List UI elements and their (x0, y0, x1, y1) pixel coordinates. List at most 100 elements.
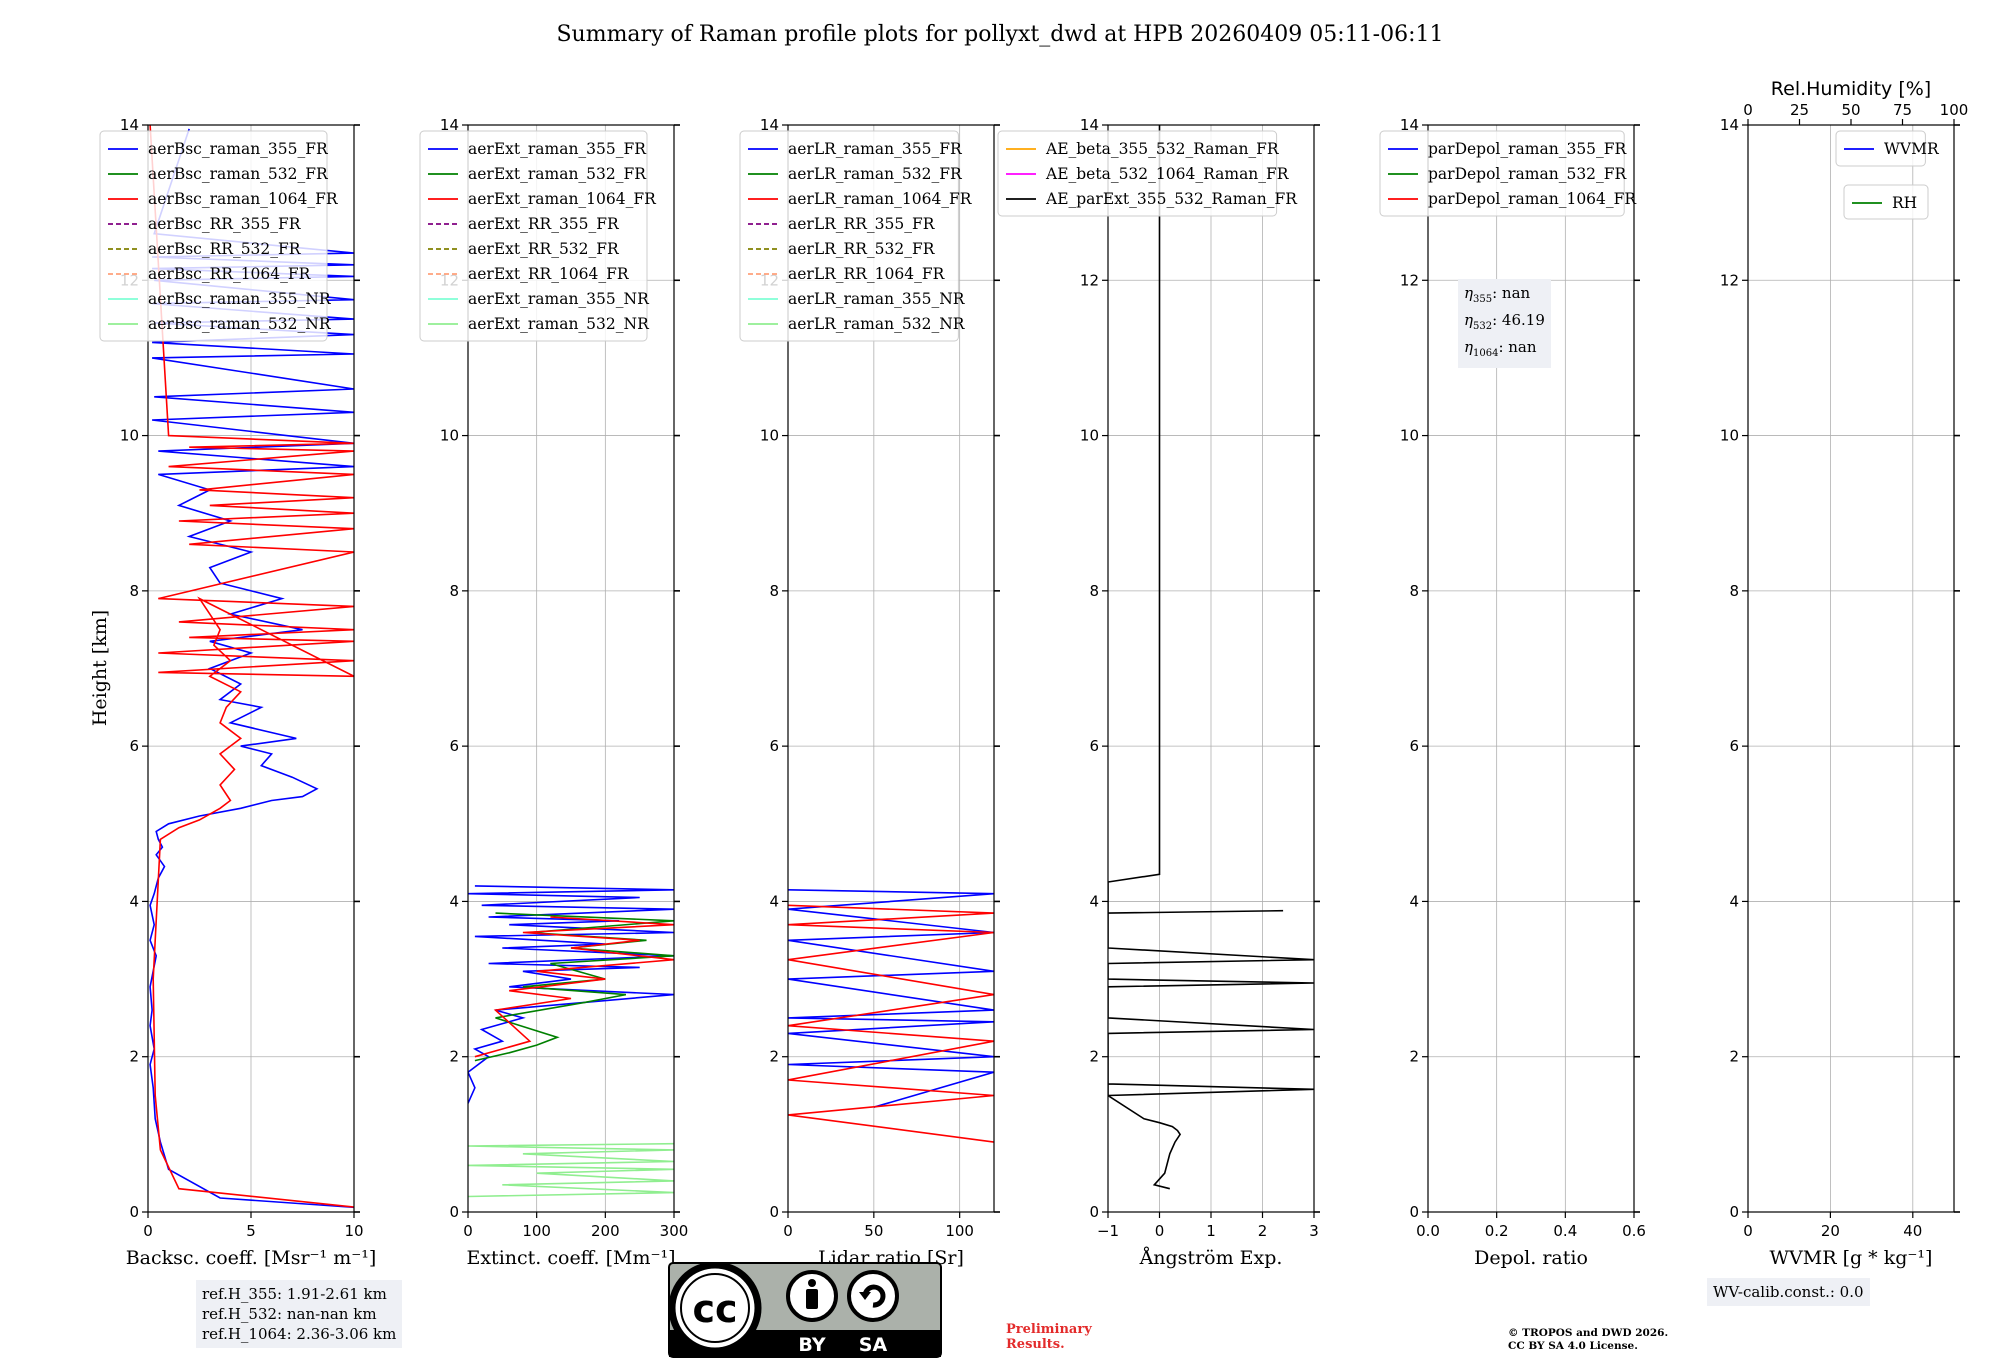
y-tick-label: 4 (129, 892, 139, 910)
legend-frame (1379, 130, 1625, 217)
y-tick-label: 8 (1729, 582, 1739, 600)
axes-frame (787, 124, 995, 1213)
y-tick-label: 14 (1080, 116, 1099, 134)
legend-label: parDepol_raman_1064_FR (1428, 190, 1637, 208)
legend-label: aerBsc_raman_532_FR (148, 165, 329, 183)
y-tick-label: 2 (129, 1048, 139, 1066)
y-tick-label: 10 (120, 427, 139, 445)
y-tick-label: 8 (769, 582, 779, 600)
x-tick-label: −1 (1097, 1222, 1119, 1240)
legend-label: RH (1892, 194, 1917, 212)
legend-label: aerLR_raman_355_NR (788, 290, 966, 308)
x-tick-label: 100 (522, 1222, 551, 1240)
y-tick-label: 12 (1080, 271, 1099, 289)
y-tick-label: 6 (1729, 737, 1739, 755)
top-tick-label: 75 (1893, 101, 1912, 119)
y-tick-label: 10 (1400, 427, 1419, 445)
y-tick-label: 0 (129, 1203, 139, 1221)
legend-label: parDepol_raman_532_FR (1428, 165, 1628, 183)
cc-by-text: BY (798, 1334, 825, 1356)
legend-label: aerExt_raman_532_NR (468, 315, 650, 333)
y-tick-label: 10 (440, 427, 459, 445)
share-alike-icon (847, 1270, 899, 1322)
x-tick-label: 1 (1206, 1222, 1216, 1240)
legend-frame (739, 130, 959, 342)
x-tick-label: 40 (1903, 1222, 1922, 1240)
y-tick-label: 6 (129, 737, 139, 755)
top-tick-label: 50 (1841, 101, 1860, 119)
preliminary-line-1: Preliminary (1006, 1322, 1092, 1337)
legend-label: aerBsc_RR_1064_FR (148, 265, 312, 283)
x-tick-label: 0 (143, 1222, 153, 1240)
wv-calib-box: WV-calib.const.: 0.0 (1707, 1278, 1870, 1306)
axes-frame (467, 124, 675, 1213)
ref-height-355: ref.H_355: 1.91-2.61 km (202, 1285, 387, 1303)
legend: WVMR (1835, 130, 1940, 167)
y-tick-label: 0 (1089, 1203, 1099, 1221)
series-aerBsc_raman_1064_FR (149, 125, 354, 1208)
y-tick-label: 6 (769, 737, 779, 755)
x-axis-label: WVMR [g * kg⁻¹] (1770, 1247, 1933, 1269)
legend-label: aerBsc_raman_532_NR (148, 315, 332, 333)
y-tick-label: 0 (449, 1203, 459, 1221)
series-AE_parExt_355_532_Raman_FR (1108, 125, 1314, 1190)
x-tick-label: 0 (783, 1222, 793, 1240)
data-series-group (1108, 125, 1314, 1190)
x-axis-label: Backsc. coeff. [Msr⁻¹ m⁻¹] (126, 1247, 377, 1269)
y-tick-label: 2 (449, 1048, 459, 1066)
legend-label: aerBsc_raman_355_FR (148, 140, 329, 158)
y-tick-label: 10 (1720, 427, 1739, 445)
legend-label: aerBsc_raman_355_NR (148, 290, 332, 308)
y-tick-label: 10 (1080, 427, 1099, 445)
x-axis-label: Ångström Exp. (1139, 1247, 1283, 1269)
y-tick-label: 8 (1409, 582, 1419, 600)
y-tick-label: 14 (120, 116, 139, 134)
x-tick-label: 100 (945, 1222, 974, 1240)
legend: parDepol_raman_355_FR parDepol_raman_532_… (1379, 130, 1637, 217)
legend: aerBsc_raman_355_FR aerBsc_raman_532_FRae… (99, 130, 339, 342)
axes-frame (1747, 124, 1955, 1213)
legend-frame (1843, 184, 1929, 220)
y-tick-label: 14 (440, 116, 459, 134)
panel-5: 0 2 4 6 8 10 12 14 0.0 0.2 0.4 0.6 Depol. ratio parDe… (1379, 116, 1646, 1269)
legend-label: aerLR_raman_1064_FR (788, 190, 973, 208)
y-tick-label: 14 (760, 116, 779, 134)
x-tick-label: 0 (1155, 1222, 1165, 1240)
y-tick-label: 4 (1729, 892, 1739, 910)
y-tick-label: 2 (1729, 1048, 1739, 1066)
series-aerExt_raman_532_NR (468, 1142, 674, 1198)
eta-532: η532: 46.19 (1464, 311, 1545, 332)
x-tick-label: 2 (1258, 1222, 1268, 1240)
y-tick-label: 6 (449, 737, 459, 755)
legend-label: WVMR (1884, 140, 1940, 158)
legend-rh: RH (1843, 184, 1929, 220)
top-tick-label: 25 (1790, 101, 1809, 119)
legend-label: parDepol_raman_355_FR (1428, 140, 1628, 158)
y-tick-label: 2 (769, 1048, 779, 1066)
legend-label: aerBsc_RR_355_FR (148, 215, 302, 233)
panel-2: 024681012140100200300Extinct. coeff. [Mm… (419, 116, 689, 1269)
legend-label: aerLR_raman_532_NR (788, 315, 966, 333)
x-tick-label: 0.6 (1622, 1222, 1646, 1240)
y-tick-label: 0 (1409, 1203, 1419, 1221)
ref-height-box: ref.H_355: 1.91-2.61 km ref.H_532: nan-n… (196, 1280, 403, 1348)
y-tick-label: 8 (1089, 582, 1099, 600)
preliminary-note: Preliminary Results. (1006, 1322, 1092, 1352)
ref-height-1064: ref.H_1064: 2.36-3.06 km (202, 1325, 397, 1343)
x-tick-label: 20 (1821, 1222, 1840, 1240)
legend: aerExt_raman_355_FR aerExt_raman_532_FRae… (419, 130, 657, 342)
top-tick-label: 100 (1940, 101, 1969, 119)
top-tick-label: 0 (1743, 101, 1753, 119)
legend-label: aerBsc_raman_1064_FR (148, 190, 339, 208)
legend-label: aerExt_raman_355_FR (468, 140, 647, 158)
legend-label: aerLR_RR_1064_FR (788, 265, 946, 283)
x-tick-label: 0 (463, 1222, 473, 1240)
y-tick-label: 14 (1720, 116, 1739, 134)
legend-label: aerExt_RR_532_FR (468, 240, 620, 258)
legend-label: aerLR_raman_532_FR (788, 165, 963, 183)
y-tick-label: 8 (129, 582, 139, 600)
x-tick-label: 300 (660, 1222, 689, 1240)
legend-label: AE_beta_532_1064_Raman_FR (1045, 165, 1290, 183)
panel-3: 02468101214050100Lidar ratio [Sr]aerLR_r… (739, 116, 1000, 1269)
